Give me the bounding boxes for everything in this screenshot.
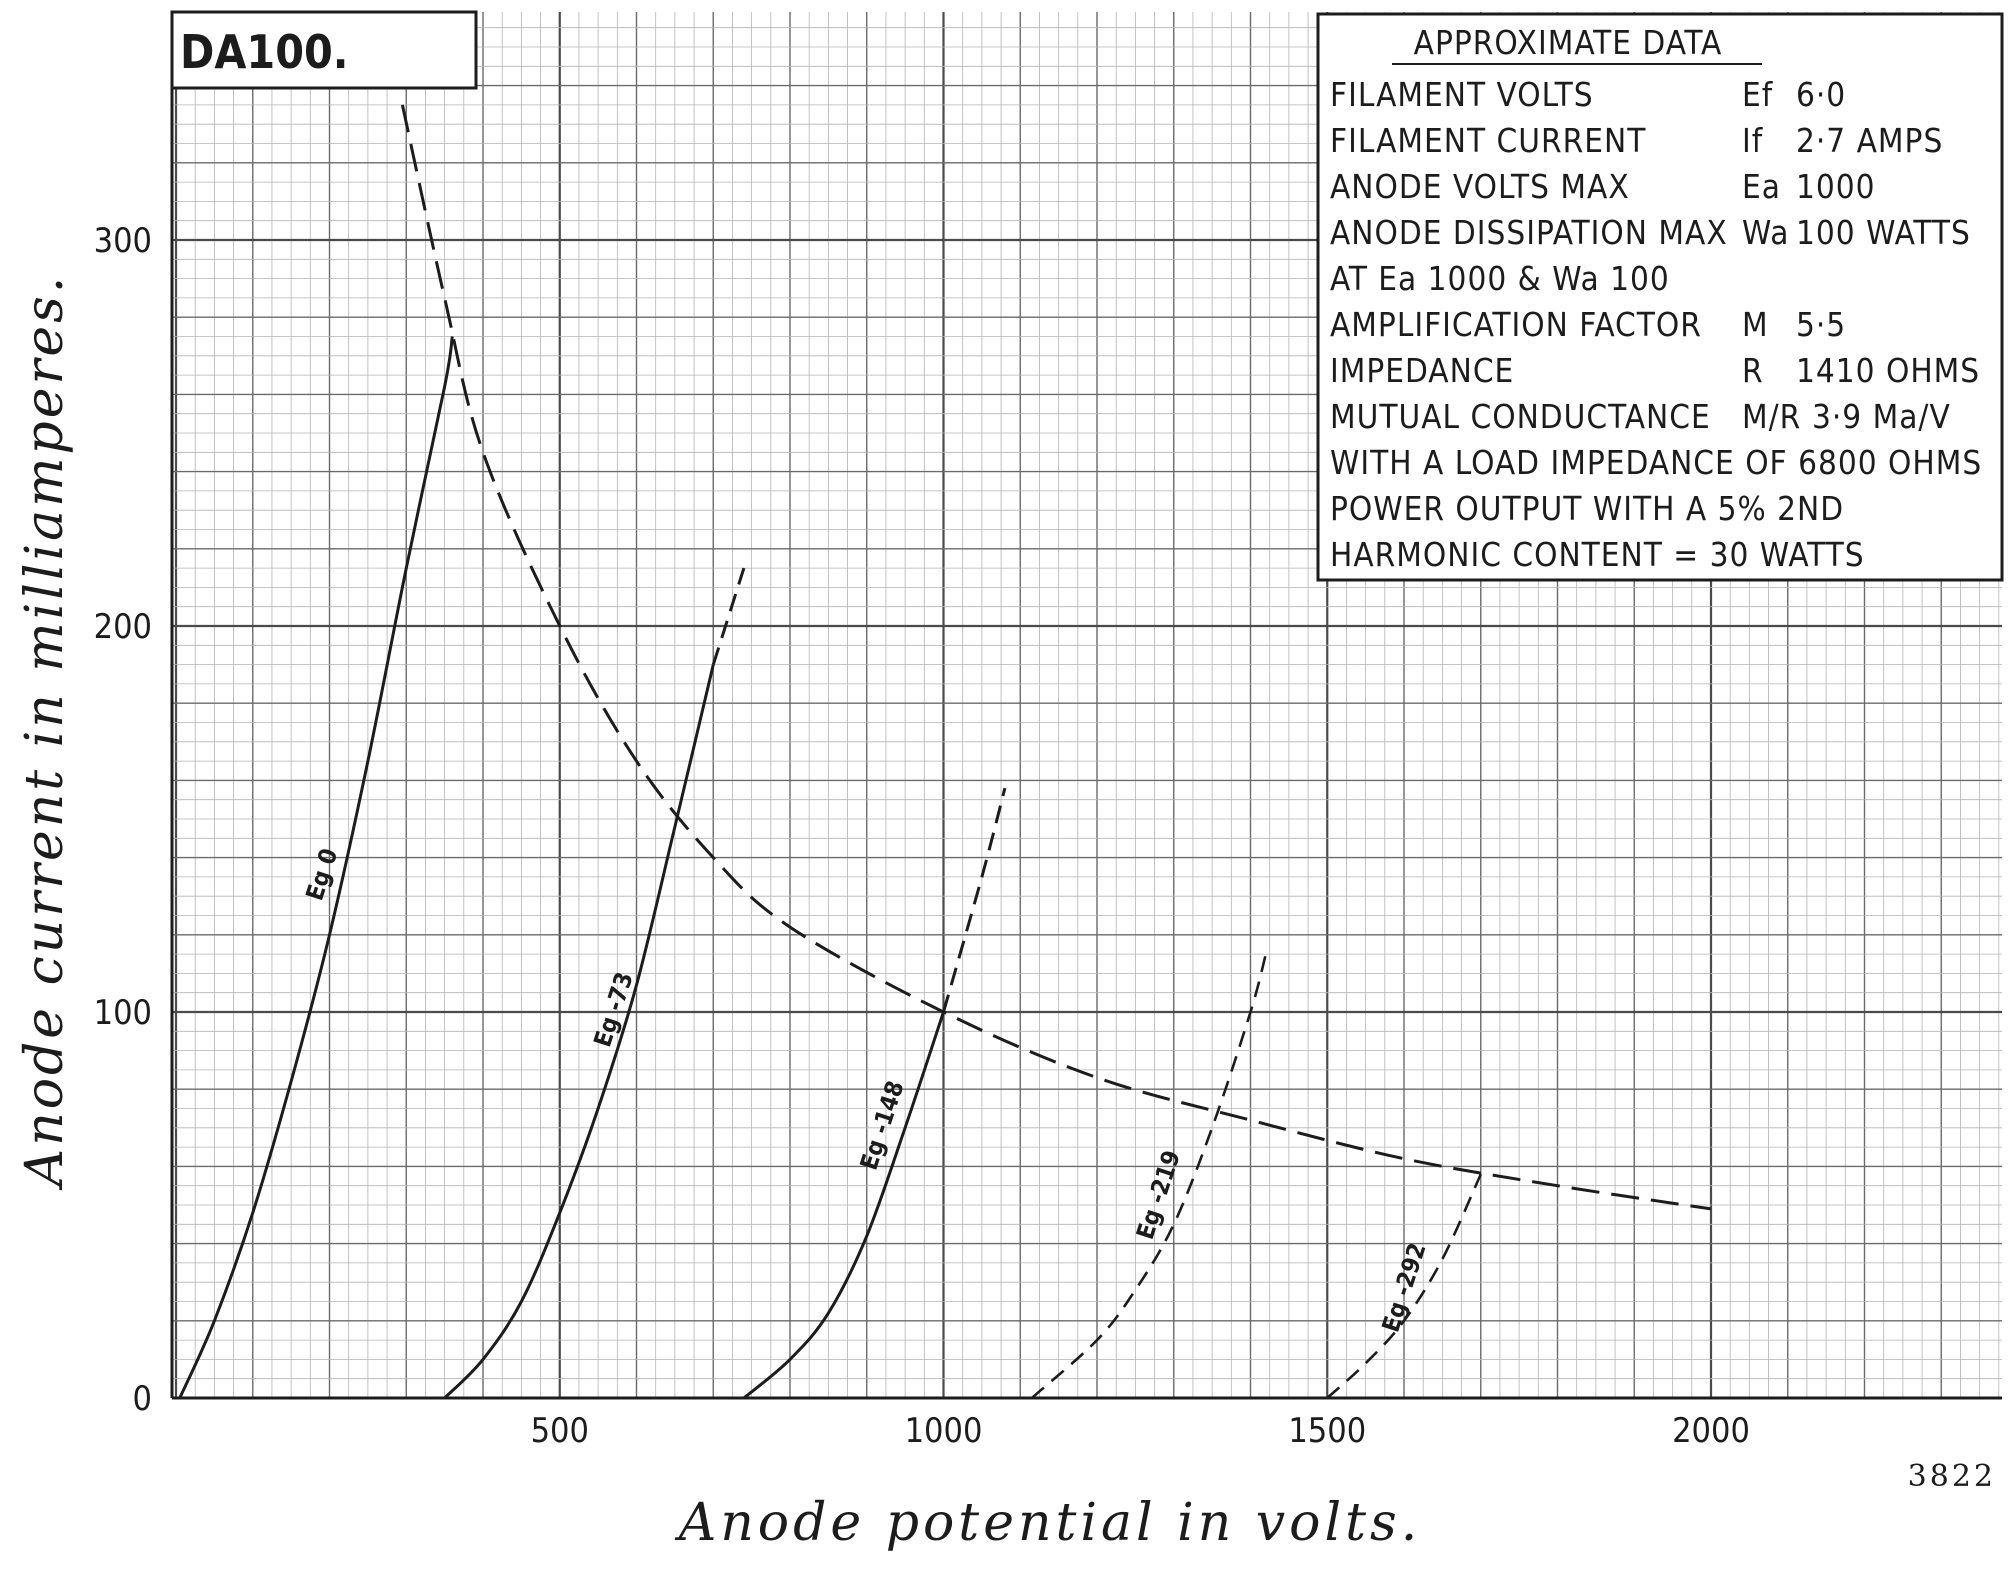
panel-row-value: 5·5: [1796, 305, 1846, 344]
panel-row-symbol: Ea: [1742, 167, 1781, 206]
panel-row-value: 100 WATTS: [1796, 213, 1971, 252]
chart-title: DA100.: [180, 25, 349, 79]
approximate-data-panel: [1316, 12, 2004, 582]
curve-eg-219: [1030, 953, 1268, 1399]
x-tick-label: 1000: [905, 1411, 983, 1451]
panel-heading: APPROXIMATE DATA: [1414, 23, 1723, 62]
panel-row-value: 6·0: [1796, 75, 1846, 114]
panel-row-value: 2·7 AMPS: [1796, 121, 1943, 160]
curve-eg-292: [1326, 1173, 1482, 1399]
curve-eg-0: [178, 336, 454, 1399]
curve-label-eg-148: Eg -148: [855, 1077, 910, 1173]
panel-row-label: FILAMENT CURRENT: [1330, 121, 1646, 160]
panel-row-value: 1000: [1796, 167, 1876, 206]
panel-row-symbol: If: [1742, 121, 1764, 160]
y-tick-label: 300: [94, 221, 152, 261]
panel-row-label: HARMONIC CONTENT = 30 WATTS: [1330, 535, 1865, 574]
panel-row-value: 1410 OHMS: [1796, 351, 1980, 390]
panel-row-value: 3·9 Ma/V: [1812, 397, 1951, 436]
panel-row-label: AMPLIFICATION FACTOR: [1330, 305, 1702, 344]
panel-row-label: MUTUAL CONDUCTANCE: [1330, 397, 1711, 436]
figure-number: 3822: [1908, 1459, 1996, 1494]
panel-row-symbol: Wa: [1742, 213, 1789, 252]
panel-row-symbol: M: [1742, 305, 1769, 344]
panel-row-label: WITH A LOAD IMPEDANCE OF 6800 OHMS: [1330, 443, 1982, 482]
panel-row-label: ANODE VOLTS MAX: [1330, 167, 1630, 206]
x-tick-label: 2000: [1672, 1411, 1750, 1451]
curve-eg-148: [742, 1011, 945, 1400]
curve-eg-148-extension: [942, 787, 1007, 1013]
x-tick-label: 1500: [1288, 1411, 1366, 1451]
y-tick-label: 100: [94, 993, 152, 1033]
title-box: [170, 10, 478, 90]
curve-eg-73-extension: [711, 567, 746, 666]
x-tick-label: 500: [531, 1411, 589, 1451]
y-tick-label: 200: [94, 607, 152, 647]
curve-eg-73: [443, 664, 715, 1400]
curve-label-eg-73: Eg -73: [588, 969, 638, 1051]
curve-label-eg-0: Eg 0: [300, 845, 343, 904]
panel-row-label: AT Ea 1000 & Wa 100: [1330, 259, 1670, 298]
curve-label-eg-219: Eg -219: [1131, 1147, 1186, 1243]
panel-row-label: POWER OUTPUT WITH A 5% 2ND: [1330, 489, 1844, 528]
x-axis-label: Anode potential in volts.: [675, 1493, 1421, 1553]
panel-row-symbol: Ef: [1742, 75, 1774, 114]
y-axis-label: Anode current in milliamperes.: [15, 274, 75, 1191]
panel-row-label: ANODE DISSIPATION MAX: [1330, 213, 1728, 252]
panel-row-symbol: M/R: [1742, 397, 1801, 436]
panel-row-symbol: R: [1742, 351, 1764, 390]
panel-row-label: FILAMENT VOLTS: [1330, 75, 1594, 114]
curve-dissipation-limit: [400, 104, 1712, 1211]
panel-row-label: IMPEDANCE: [1330, 351, 1514, 390]
y-tick-label: 0: [133, 1379, 152, 1419]
